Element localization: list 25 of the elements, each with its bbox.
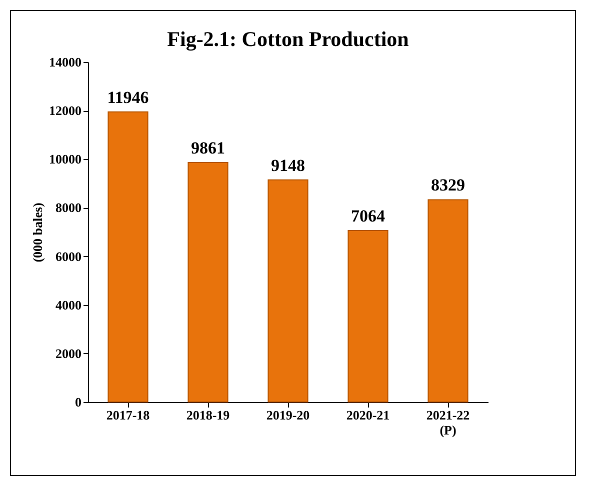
bar [188, 162, 228, 402]
x-tick-label: 2021-22 (P) [426, 408, 470, 438]
data-label: 8329 [431, 176, 465, 195]
data-label: 7064 [351, 206, 386, 226]
y-tick-label: 4000 [56, 297, 82, 312]
bar [268, 179, 308, 402]
y-tick-label: 6000 [56, 248, 82, 264]
y-tick-label: 12000 [49, 103, 82, 118]
data-label: 11946 [107, 88, 149, 107]
y-tick-label: 10000 [49, 152, 82, 167]
x-tick-label: 2018-19 [186, 408, 230, 422]
y-tick-label: 2000 [56, 346, 82, 361]
y-tick-label: 8000 [56, 200, 82, 216]
bar [428, 199, 468, 402]
bar [348, 230, 388, 402]
x-tick-label: 2017-18 [106, 408, 150, 422]
data-label: 9861 [191, 138, 225, 158]
y-axis-title: (000 bales) [30, 202, 45, 262]
chart-title: Fig-2.1: Cotton Production [167, 27, 410, 51]
y-tick-label: 14000 [49, 54, 82, 70]
bar [108, 111, 148, 402]
y-tick-label: 0 [75, 394, 82, 410]
x-tick-label: 2019-20 [266, 408, 310, 422]
x-tick-label: 2020-21 [346, 408, 390, 422]
data-label: 9148 [271, 156, 305, 175]
